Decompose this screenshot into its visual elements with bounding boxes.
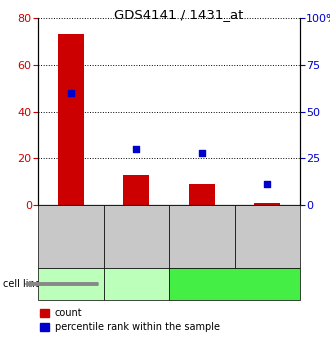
Text: GSM701543: GSM701543 [132, 209, 141, 264]
Bar [58, 34, 84, 205]
Bar [123, 175, 149, 205]
Point [199, 150, 204, 155]
Text: GDS4141 / 1431_at: GDS4141 / 1431_at [114, 8, 243, 21]
Bar [254, 202, 280, 205]
Text: control
IPSCs: control IPSCs [57, 274, 85, 294]
Point [265, 182, 270, 187]
Text: Sporadic
PD-derived
iPSCs: Sporadic PD-derived iPSCs [114, 269, 158, 299]
Point [134, 146, 139, 152]
Text: GSM701545: GSM701545 [263, 209, 272, 264]
Text: count: count [55, 308, 82, 318]
Text: GSM701542: GSM701542 [66, 209, 75, 264]
Text: percentile rank within the sample: percentile rank within the sample [55, 322, 220, 332]
Bar [189, 184, 215, 205]
Text: presenilin 2 (PS2)
iPSCs: presenilin 2 (PS2) iPSCs [199, 274, 270, 294]
Point [68, 90, 73, 96]
Text: cell line: cell line [3, 279, 41, 289]
Text: GSM701544: GSM701544 [197, 209, 206, 264]
